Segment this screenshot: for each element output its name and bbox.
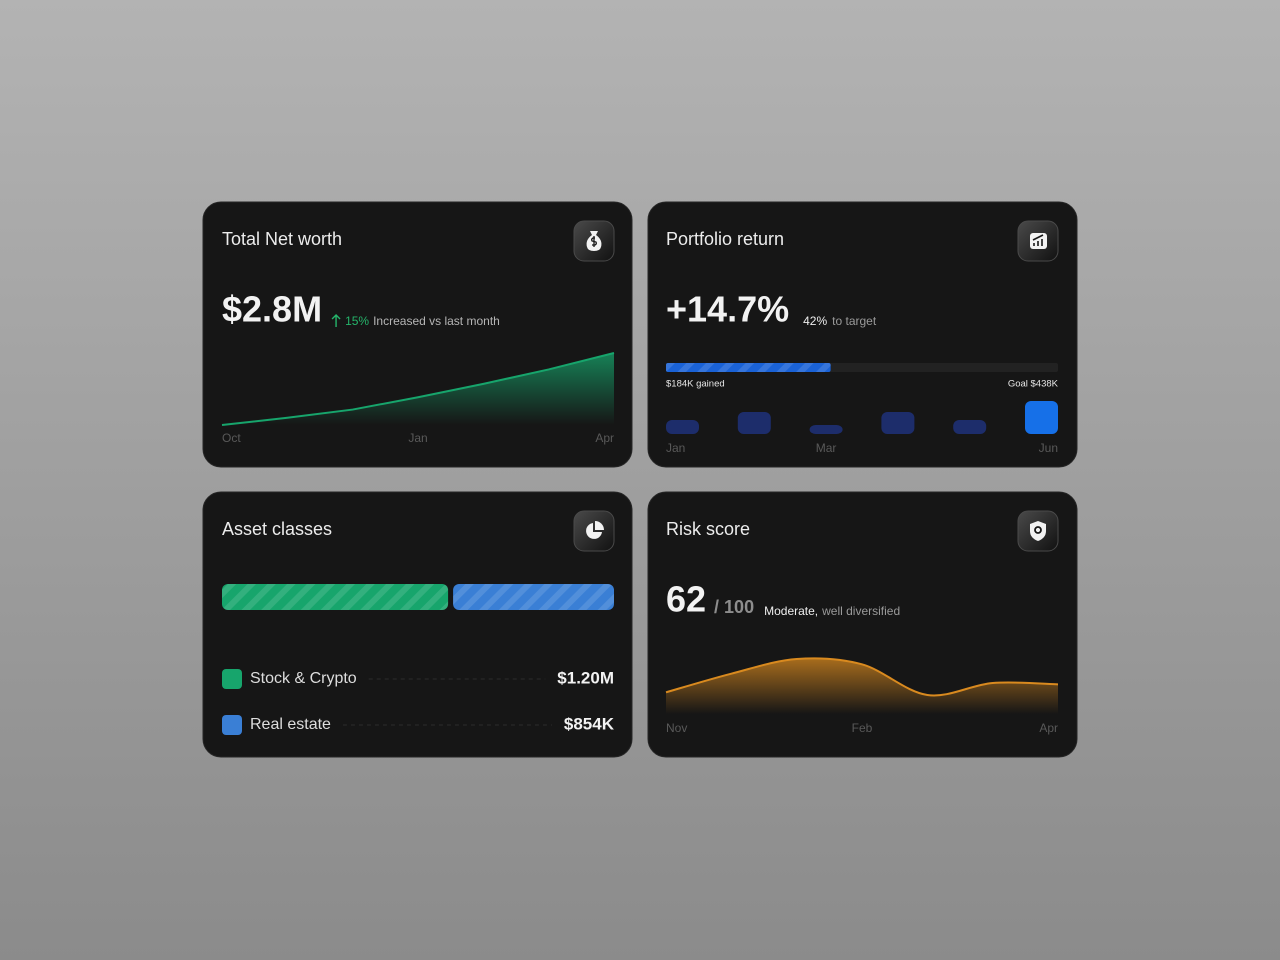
change-description: Increased vs last month [373,314,500,328]
legend-swatch [222,669,242,689]
bar [666,420,699,434]
area-fill [666,658,1058,714]
up-arrow-icon [331,314,341,327]
gained-label: $184K gained [666,379,725,390]
x-axis-label: Jan [666,441,685,455]
pie-icon [586,523,602,539]
bar [737,412,771,434]
risk-rating: Moderate, well diversified [764,604,900,618]
icon-button[interactable] [1017,220,1059,262]
area-fill [222,353,614,425]
bar [1025,401,1058,434]
net-worth-value: $2.8M [222,289,322,330]
x-axis-label: Oct [222,431,241,445]
stripe-overlay [453,584,614,610]
target-text: 42% to target [803,314,877,328]
shield-icon [1030,521,1046,541]
icon-button[interactable] [573,510,615,552]
change-percent: 15% [345,314,369,328]
x-axis-label: Jun [1039,441,1058,455]
pie-slice-icon [595,521,604,530]
change-text: 15% Increased vs last month [345,314,500,328]
card [647,201,1078,468]
bar [953,420,987,434]
bar [809,425,843,434]
asset-value: $854K [564,714,615,733]
shield-glyph [1034,526,1042,534]
asset-name: Real estate [250,716,331,733]
stripe-overlay [222,584,449,610]
icon-box[interactable] [573,510,615,552]
risk-score: 62 [666,579,706,620]
x-axis-label: Jan [408,431,427,445]
icon-button[interactable] [1017,510,1059,552]
dollar-glyph [591,236,597,247]
goal-label: Goal $438K [1008,379,1059,390]
card-title: Portfolio return [666,229,784,249]
stripe-overlay [666,363,831,372]
line [665,657,1059,697]
line [221,352,615,426]
chart-glyph [1032,234,1044,246]
x-axis-label: Apr [595,431,614,445]
progress-description: to target [832,314,877,328]
card [202,491,633,758]
icon-button[interactable] [573,220,615,262]
card-title: Risk score [666,519,750,539]
return-value: +14.7% [666,289,789,330]
x-axis-label: Nov [666,721,687,735]
card-title: Total Net worth [222,229,342,249]
bar [881,412,915,434]
asset-name: Stock & Crypto [250,670,357,687]
risk-scale: / 100 [714,597,754,617]
card-title: Asset classes [222,519,332,539]
x-axis-label: Mar [816,441,837,455]
rating-word: Moderate, [764,604,818,618]
x-axis-label: Feb [852,721,873,735]
legend-swatch [222,715,242,735]
rating-description: well diversified [821,604,900,618]
asset-value: $1.20M [557,668,614,687]
progress-percent: 42% [803,314,827,328]
x-axis-label: Apr [1039,721,1058,735]
